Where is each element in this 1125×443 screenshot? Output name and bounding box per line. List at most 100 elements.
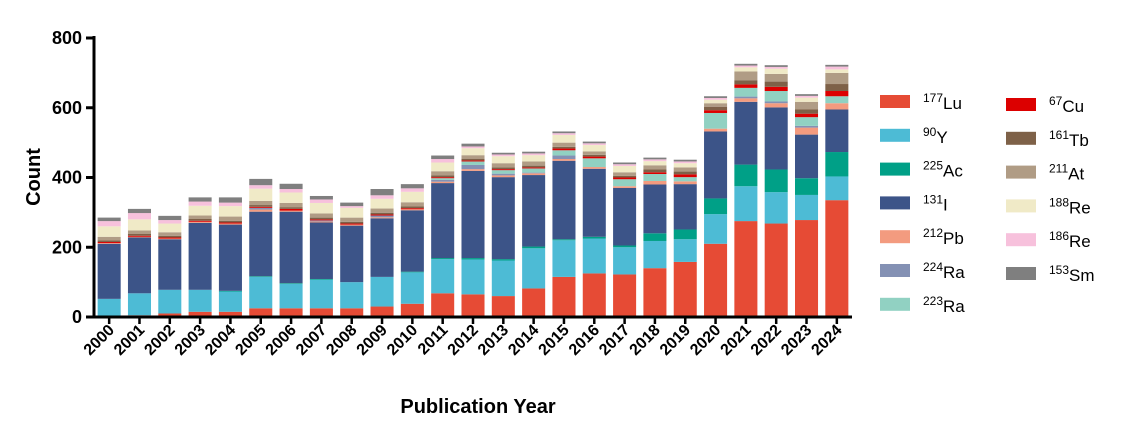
bar-2007-67Cu	[309, 219, 333, 221]
legend-swatch-186Re	[1006, 233, 1036, 247]
bar-2014-225Ac	[522, 246, 546, 249]
bar-2015-90Y	[552, 240, 576, 277]
bar-2010-177Lu	[400, 303, 424, 317]
x-tick-label: 2021	[718, 322, 755, 359]
bar-2004-188Re	[218, 206, 242, 217]
bar-2008-188Re	[340, 207, 364, 218]
bar-2010-161Tb	[400, 206, 424, 209]
bar-2001-211At	[127, 230, 151, 234]
bar-2009-186Re	[370, 195, 394, 199]
bar-2002-211At	[158, 232, 182, 236]
bar-2021-223Ra	[734, 87, 758, 97]
bar-2020-186Re	[704, 97, 728, 100]
bar-2001-188Re	[127, 219, 151, 231]
bar-2023-211At	[795, 101, 819, 110]
bar-2018-90Y	[643, 240, 667, 269]
bar-2003-131I	[188, 222, 212, 290]
bar-2010-153Sm	[400, 184, 424, 189]
bar-2017-223Ra	[613, 179, 637, 187]
bar-2023-188Re	[795, 97, 819, 102]
legend-swatch-131I	[880, 196, 910, 210]
bar-2022-223Ra	[764, 91, 788, 102]
bar-2014-161Tb	[522, 165, 546, 168]
bar-2019-188Re	[673, 163, 697, 168]
x-tick-label: 2004	[202, 322, 239, 359]
bar-2021-90Y	[734, 186, 758, 222]
y-tick-label: 200	[52, 237, 82, 257]
bar-2021-225Ac	[734, 164, 758, 187]
bar-2022-186Re	[764, 66, 788, 69]
bar-2024-177Lu	[825, 200, 849, 317]
y-tick-label: 0	[72, 307, 82, 327]
bar-2002-153Sm	[158, 215, 182, 221]
x-tick-label: 2022	[748, 322, 785, 359]
legend-label-177Lu: 177Lu	[923, 91, 962, 113]
bar-2017-131I	[613, 187, 637, 246]
bar-2010-225Ac	[400, 271, 424, 273]
bar-2016-90Y	[582, 238, 606, 274]
bar-2008-153Sm	[340, 202, 364, 207]
bar-2007-186Re	[309, 199, 333, 203]
bar-2013-225Ac	[491, 259, 515, 261]
bar-2000-186Re	[97, 221, 121, 227]
bar-2020-188Re	[704, 99, 728, 104]
bar-2006-90Y	[279, 283, 303, 309]
bar-2018-211At	[643, 165, 667, 170]
bar-2002-67Cu	[158, 237, 182, 239]
bar-2000-161Tb	[97, 240, 121, 243]
bar-2024-225Ac	[825, 152, 849, 177]
bar-2024-153Sm	[825, 64, 849, 67]
bar-2011-161Tb	[431, 175, 455, 178]
x-tick-label: 2024	[808, 322, 845, 359]
x-tick-label: 2016	[566, 322, 603, 359]
bar-2006-212Pb	[279, 210, 303, 212]
bar-2023-224Ra	[795, 125, 819, 128]
bar-2011-177Lu	[431, 293, 455, 317]
bar-2019-177Lu	[673, 261, 697, 317]
bar-2019-211At	[673, 167, 697, 172]
bar-2007-224Ra	[309, 220, 333, 222]
bar-2017-67Cu	[613, 177, 637, 180]
bar-2005-188Re	[249, 188, 273, 201]
bar-2010-212Pb	[400, 209, 424, 211]
legend-label-90Y: 90Y	[923, 125, 948, 147]
bar-2001-212Pb	[127, 236, 151, 238]
bar-2014-186Re	[522, 153, 546, 156]
bar-2011-188Re	[431, 162, 455, 172]
bar-2004-177Lu	[218, 311, 242, 317]
bar-2014-223Ra	[522, 168, 546, 173]
bar-2017-153Sm	[613, 162, 637, 165]
bar-2022-177Lu	[764, 223, 788, 317]
bar-2006-153Sm	[279, 183, 303, 190]
x-tick-label: 2017	[596, 322, 633, 359]
bar-2023-212Pb	[795, 127, 819, 135]
bar-2022-225Ac	[764, 169, 788, 193]
legend-label-153Sm: 153Sm	[1049, 263, 1095, 285]
bar-2016-153Sm	[582, 141, 606, 144]
bar-2003-211At	[188, 215, 212, 219]
bar-2010-188Re	[400, 191, 424, 203]
x-tick-label: 2010	[384, 322, 421, 359]
legend-swatch-224Ra	[880, 264, 910, 277]
bar-2015-212Pb	[552, 159, 576, 161]
bar-2006-211At	[279, 202, 303, 208]
bar-2017-90Y	[613, 247, 637, 275]
y-axis-title: Count	[23, 148, 45, 206]
bar-2020-225Ac	[704, 198, 728, 215]
bar-2008-90Y	[340, 282, 364, 309]
bar-2013-188Re	[491, 156, 515, 164]
bar-2011-186Re	[431, 159, 455, 163]
x-axis-title: Publication Year	[400, 396, 555, 418]
x-tick-label: 2019	[657, 322, 694, 359]
bar-2018-161Tb	[643, 169, 667, 173]
bar-2024-90Y	[825, 176, 849, 201]
bar-2018-153Sm	[643, 157, 667, 160]
legend-label-223Ra: 223Ra	[923, 294, 965, 316]
bar-2000-67Cu	[97, 242, 121, 244]
bar-2012-161Tb	[461, 158, 485, 161]
bar-2006-186Re	[279, 189, 303, 193]
bar-2003-153Sm	[188, 197, 212, 202]
bar-2005-211At	[249, 200, 273, 206]
